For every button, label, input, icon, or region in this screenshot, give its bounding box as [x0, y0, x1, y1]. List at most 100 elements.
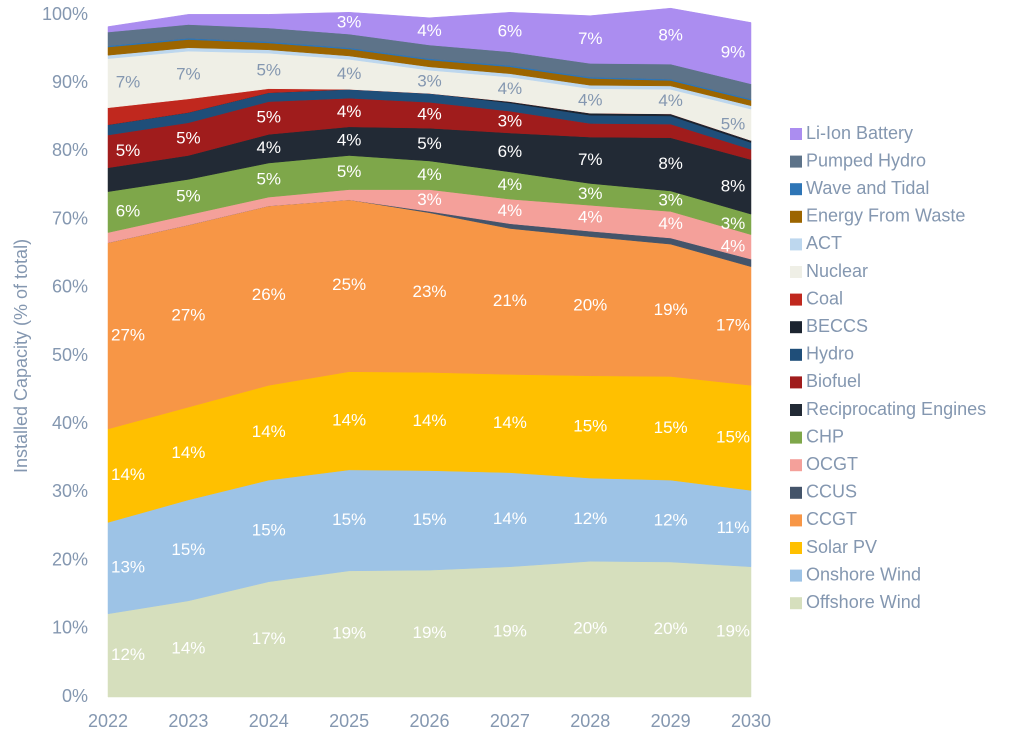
legend-swatch [790, 376, 802, 389]
data-label: 5% [721, 114, 746, 133]
data-label: 3% [578, 184, 603, 203]
x-tick-label: 2028 [570, 711, 610, 731]
data-label: 26% [252, 285, 286, 304]
x-tick-label: 2029 [651, 711, 691, 731]
data-label: 15% [716, 427, 750, 446]
legend-swatch [790, 238, 802, 251]
data-label: 4% [256, 138, 281, 157]
data-label: 4% [658, 214, 683, 233]
data-label: 3% [721, 214, 746, 233]
legend-label: Energy From Waste [806, 206, 965, 226]
data-label: 5% [256, 60, 281, 79]
data-label: 4% [337, 131, 362, 150]
data-label: 12% [111, 645, 145, 664]
data-label: 3% [417, 71, 442, 90]
data-label: 14% [332, 410, 366, 429]
data-label: 25% [332, 275, 366, 294]
y-tick-label: 80% [52, 140, 88, 160]
data-label: 15% [332, 510, 366, 529]
data-label: 15% [654, 418, 688, 437]
y-tick-label: 100% [42, 4, 88, 24]
data-label: 4% [498, 201, 523, 220]
x-tick-label: 2023 [168, 711, 208, 731]
data-label: 3% [658, 191, 683, 210]
data-label: 4% [658, 91, 683, 110]
data-label: 14% [493, 413, 527, 432]
y-tick-label: 40% [52, 413, 88, 433]
y-tick-label: 10% [52, 618, 88, 638]
data-label: 4% [578, 90, 603, 109]
data-label: 4% [337, 102, 362, 121]
y-tick-label: 20% [52, 549, 88, 569]
data-label: 5% [417, 134, 442, 153]
data-label: 9% [721, 43, 746, 62]
data-label: 19% [493, 621, 527, 640]
data-label: 19% [412, 623, 446, 642]
legend-label: Wave and Tidal [806, 178, 929, 198]
data-label: 7% [176, 65, 201, 84]
data-label: 15% [573, 416, 607, 435]
legend-swatch [790, 569, 802, 582]
legend-swatch [790, 128, 802, 140]
data-label: 21% [493, 291, 527, 310]
data-label: 11% [717, 518, 750, 537]
x-tick-label: 2022 [88, 711, 128, 731]
legend-swatch [790, 155, 802, 168]
data-label: 8% [721, 176, 746, 195]
legend-swatch [790, 459, 802, 472]
data-label: 15% [171, 540, 205, 559]
legend-swatch [790, 486, 802, 499]
legend-label: Reciprocating Engines [806, 399, 986, 419]
data-label: 15% [412, 510, 446, 529]
data-label: 17% [716, 315, 750, 334]
legend-swatch [790, 321, 802, 334]
legend-label: CCGT [806, 509, 857, 529]
y-tick-label: 70% [52, 208, 88, 228]
legend-swatch [790, 514, 802, 527]
data-label: 6% [498, 22, 523, 41]
data-label: 4% [417, 21, 442, 40]
x-tick-label: 2025 [329, 711, 369, 731]
data-label: 5% [176, 129, 201, 148]
data-label: 27% [111, 325, 145, 344]
legend-label: Coal [806, 288, 843, 308]
x-tick-label: 2026 [409, 711, 449, 731]
data-label: 15% [252, 520, 286, 539]
y-tick-label: 60% [52, 277, 88, 297]
data-label: 20% [573, 619, 607, 638]
legend-label: Onshore Wind [806, 564, 921, 584]
data-label: 14% [171, 638, 205, 657]
data-label: 14% [493, 509, 527, 528]
legend-label: Solar PV [806, 537, 877, 557]
data-label: 6% [498, 142, 523, 161]
data-label: 8% [658, 26, 683, 45]
y-tick-label: 90% [52, 72, 88, 92]
legend-swatch [790, 183, 802, 196]
legend-swatch [790, 266, 802, 278]
legend-label: Li-Ion Battery [806, 123, 913, 143]
data-label: 19% [332, 623, 366, 642]
x-tick-label: 2027 [490, 711, 530, 731]
area [107, 7, 752, 85]
data-label: 23% [412, 282, 446, 301]
data-label: 27% [171, 306, 205, 325]
data-label: 5% [176, 187, 201, 206]
data-label: 19% [654, 300, 688, 319]
data-label: 4% [578, 208, 603, 227]
data-label: 3% [498, 112, 523, 131]
x-tick-label: 2024 [249, 711, 289, 731]
data-label: 3% [417, 190, 442, 209]
data-label: 14% [111, 465, 145, 484]
legend-label: BECCS [806, 316, 868, 336]
data-label: 4% [721, 236, 746, 255]
data-label: 5% [337, 162, 362, 181]
legend-swatch [790, 597, 802, 610]
data-label: 12% [573, 509, 607, 528]
data-label: 3% [337, 13, 362, 32]
data-label: 20% [573, 296, 607, 315]
y-tick-label: 30% [52, 481, 88, 501]
legend-label: OCGT [806, 454, 858, 474]
data-label: 5% [256, 107, 281, 126]
data-label: 5% [116, 141, 141, 160]
